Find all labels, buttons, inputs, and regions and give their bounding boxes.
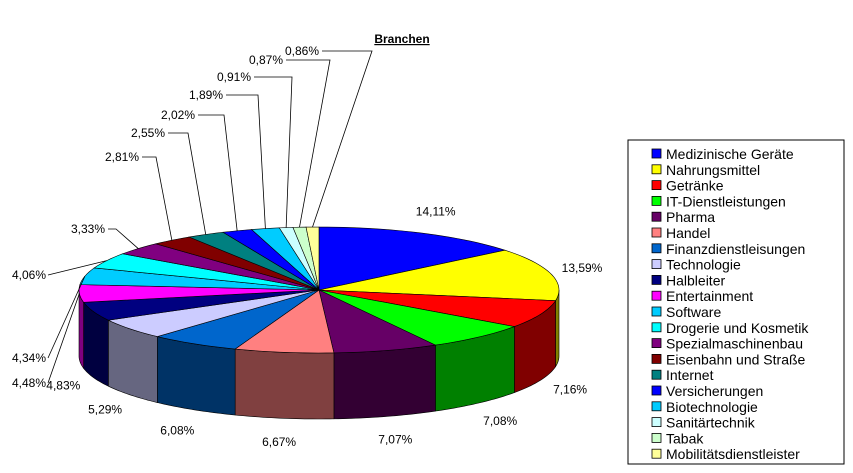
legend-label-handel: Handel: [666, 225, 710, 241]
legend-label-halbleiter: Halbleiter: [666, 272, 725, 288]
slice-halbleiter: [82, 289, 320, 321]
legend-label-spezialmaschinenbau: Spezialmaschinenbau: [666, 336, 803, 352]
slice-software: [79, 267, 320, 291]
legend-swatch-it-dienstleistungen: [651, 195, 662, 206]
legend-label-pharma: Pharma: [666, 209, 715, 225]
slice-drogerie-und-kosmetik: [93, 253, 320, 291]
slice-side-handel: [234, 348, 335, 420]
legend-label-drogerie-und-kosmetik: Drogerie und Kosmetik: [666, 320, 809, 336]
data-label-nahrungsmittel: 13,59%: [562, 261, 603, 275]
legend-label-technologie: Technologie: [666, 257, 741, 273]
data-label-pharma: 7,07%: [378, 433, 412, 447]
leader-line: [47, 260, 107, 276]
slice-medizinische-geraete: [318, 226, 507, 291]
legend-swatch-getraenke: [651, 180, 662, 191]
legend-swatch-software: [651, 306, 662, 317]
leader-line: [142, 156, 173, 241]
legend-label-sanitaertechnik: Sanitärtechnik: [666, 415, 756, 431]
data-label-it-dienstleistungen: 7,08%: [483, 414, 517, 428]
legend-label-getraenke: Getränke: [666, 178, 724, 194]
data-label-halbleiter: 4,83%: [46, 379, 80, 393]
legend-swatch-mobilitaetsdienstleister: [651, 448, 662, 459]
leader-line: [226, 94, 266, 229]
legend-swatch-finanzdienstleisungen: [651, 243, 662, 254]
data-label-entertainment: 4,48%: [12, 376, 46, 390]
legend-swatch-spezialmaschinenbau: [651, 338, 662, 349]
legend-swatch-nahrungsmittel: [651, 164, 662, 175]
legend-label-internet: Internet: [666, 367, 714, 383]
leader-line: [198, 114, 238, 231]
legend: Medizinische GeräteNahrungsmittelGetränk…: [627, 139, 845, 465]
slice-side-nahrungsmittel: [555, 289, 560, 368]
slice-entertainment: [78, 284, 320, 303]
legend-label-versicherungen: Versicherungen: [666, 383, 763, 399]
slice-side-finanzdienstleisungen: [157, 336, 236, 416]
legend-label-tabak: Tabak: [666, 430, 704, 446]
legend-swatch-versicherungen: [651, 385, 662, 396]
legend-label-nahrungsmittel: Nahrungsmittel: [666, 162, 760, 178]
slice-finanzdienstleisungen: [156, 289, 320, 350]
data-label-handel: 6,67%: [262, 435, 296, 449]
data-label-medizinische-geraete: 14,11%: [416, 204, 456, 218]
legend-swatch-halbleiter: [651, 274, 662, 285]
data-label-technologie: 5,29%: [88, 403, 122, 417]
legend-swatch-sanitaertechnik: [651, 417, 662, 428]
data-label-tabak: 0,87%: [249, 53, 283, 67]
slice-handel: [234, 289, 335, 354]
legend-swatch-eisenbahn-und-strasse: [651, 353, 662, 364]
legend-swatch-handel: [651, 227, 662, 238]
legend-label-it-dienstleistungen: IT-Dienstleistungen: [666, 193, 786, 209]
legend-label-finanzdienstleisungen: Finanzdienstleisungen: [666, 241, 805, 257]
data-label-sanitaertechnik: 0,91%: [217, 70, 251, 84]
legend-swatch-technologie: [651, 259, 662, 270]
leader-line: [47, 293, 80, 384]
pie-labels: 14,11% 13,59% 7,16% 7,08% 7,07% 6,67% 6,08% 5,2…: [12, 44, 603, 449]
data-label-software: 4,34%: [12, 351, 46, 365]
leader-line: [254, 76, 293, 228]
data-label-getraenke: 7,16%: [553, 382, 587, 396]
leader-line: [47, 275, 86, 359]
legend-label-medizinische-geraete: Medizinische Geräte: [666, 146, 794, 162]
data-label-versicherungen: 2,02%: [161, 108, 195, 122]
leader-line: [108, 228, 139, 249]
slice-it-dienstleistungen: [318, 289, 516, 346]
data-label-internet: 2,55%: [131, 126, 165, 140]
leader-line: [286, 59, 331, 228]
slice-pharma: [318, 289, 437, 354]
data-label-biotechnologie: 1,89%: [189, 88, 223, 102]
slice-nahrungsmittel: [318, 249, 560, 301]
data-label-finanzdienstleisungen: 6,08%: [160, 423, 194, 437]
legend-swatch-tabak: [651, 432, 662, 443]
legend-swatch-medizinische-geraete: [651, 148, 662, 159]
slice-technologie: [107, 289, 320, 337]
legend-label-biotechnologie: Biotechnologie: [666, 399, 758, 415]
pie-slices: [78, 226, 560, 354]
legend-swatch-biotechnologie: [651, 401, 662, 412]
legend-swatch-internet: [651, 369, 662, 380]
data-label-spezialmaschinenbau: 3,33%: [71, 222, 105, 236]
legend-swatch-drogerie-und-kosmetik: [651, 322, 662, 333]
data-label-drogerie-und-kosmetik: 4,06%: [12, 268, 46, 282]
data-label-eisenbahn-und-strasse: 2,81%: [105, 150, 139, 164]
legend-swatch-pharma: [651, 211, 662, 222]
legend-label-mobilitaetsdienstleister: Mobilitätsdienstleister: [666, 446, 800, 462]
slice-getraenke: [318, 289, 557, 327]
leader-line: [168, 132, 207, 235]
slice-side-pharma: [333, 344, 436, 420]
legend-swatch-entertainment: [651, 290, 662, 301]
legend-box: [627, 139, 845, 465]
legend-label-software: Software: [666, 304, 721, 320]
leader-line: [312, 50, 373, 228]
chart-title: Branchen: [374, 32, 429, 46]
legend-label-entertainment: Entertainment: [666, 288, 753, 304]
legend-label-eisenbahn-und-strasse: Eisenbahn und Straße: [666, 351, 806, 367]
data-label-mobilitaetsdienstleister: 0,86%: [285, 44, 319, 58]
slice-internet: [188, 231, 320, 291]
